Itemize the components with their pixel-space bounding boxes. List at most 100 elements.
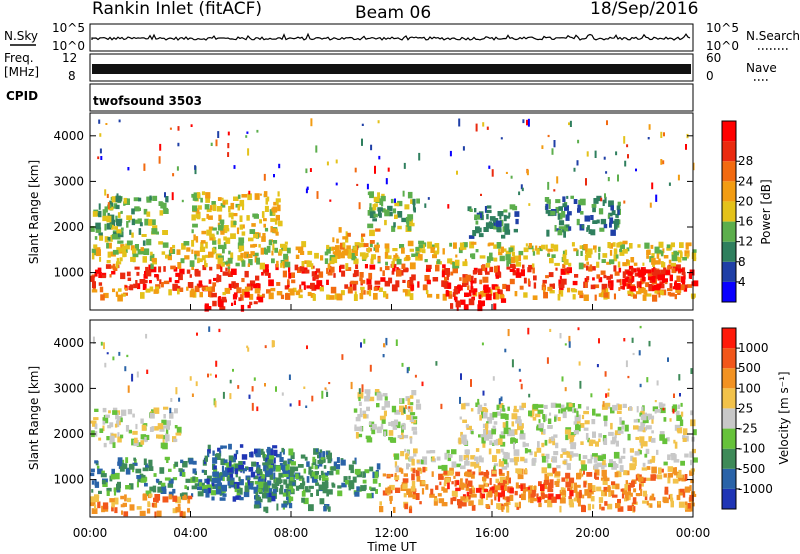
- heatmap-cell: [366, 248, 369, 253]
- heatmap-cell: [384, 209, 390, 217]
- heatmap-cell: [155, 478, 160, 482]
- heatmap-cell: [250, 251, 255, 256]
- heatmap-cell: [133, 457, 136, 461]
- heatmap-cell: [622, 447, 626, 454]
- heatmap-cell: [470, 408, 474, 412]
- heatmap-cell: [209, 306, 212, 311]
- heatmap-cell: [586, 472, 593, 477]
- heatmap-cell: [515, 218, 519, 225]
- heatmap-cell: [381, 419, 386, 424]
- heatmap-cell: [128, 464, 135, 470]
- heatmap-cell: [682, 257, 687, 261]
- heatmap-cell: [251, 386, 254, 392]
- heatmap-cell: [606, 275, 612, 280]
- heatmap-cell: [172, 283, 178, 291]
- heatmap-cell: [290, 452, 295, 460]
- heatmap-cell: [637, 244, 641, 248]
- heatmap-cell: [444, 282, 451, 289]
- heatmap-cell: [179, 287, 184, 292]
- heatmap-cell: [209, 233, 215, 238]
- heatmap-cell: [216, 264, 221, 270]
- heatmap-cell: [406, 268, 409, 272]
- heatmap-cell: [603, 438, 608, 445]
- heatmap-cell: [498, 398, 501, 405]
- heatmap-cell: [459, 242, 465, 250]
- heatmap-cell: [316, 489, 319, 496]
- heatmap-cell: [145, 490, 152, 497]
- heatmap-cell: [292, 287, 297, 292]
- heatmap-cell: [210, 205, 213, 211]
- heatmap-cell: [262, 473, 265, 480]
- heatmap-cell: [558, 409, 561, 414]
- heatmap-cell: [434, 498, 438, 502]
- heatmap-cell: [544, 473, 549, 480]
- heatmap-cell: [569, 436, 575, 441]
- heatmap-cell: [667, 265, 672, 270]
- heatmap-cell: [106, 242, 109, 249]
- heatmap-cell: [542, 283, 546, 287]
- heatmap-cell: [119, 240, 124, 244]
- heatmap-cell: [108, 410, 111, 414]
- heatmap-cell: [366, 414, 369, 419]
- heatmap-cell: [569, 490, 574, 497]
- heatmap-cell: [369, 191, 374, 199]
- heatmap-cell: [327, 271, 333, 276]
- heatmap-cell: [495, 478, 499, 483]
- heatmap-cell: [410, 284, 415, 291]
- heatmap-cell: [617, 201, 621, 206]
- heatmap-cell: [594, 248, 597, 253]
- heatmap-cell: [95, 222, 101, 230]
- heatmap-cell: [207, 451, 210, 458]
- heatmap-cell: [445, 477, 450, 484]
- heatmap-cell: [551, 254, 556, 258]
- heatmap-cell: [677, 257, 682, 263]
- heatmap-cell: [342, 236, 348, 240]
- heatmap-cell: [276, 282, 281, 286]
- heatmap-cell: [222, 292, 226, 296]
- heatmap-cell: [120, 272, 126, 280]
- heatmap-cell: [103, 442, 107, 448]
- heatmap-cell: [175, 272, 181, 277]
- heatmap-cell: [121, 293, 126, 297]
- heatmap-cell: [165, 434, 170, 442]
- heatmap-cell: [611, 210, 616, 216]
- heatmap-cell: [391, 270, 395, 275]
- heatmap-cell: [369, 240, 375, 244]
- heatmap-cell: [308, 504, 314, 512]
- heatmap-cell: [513, 442, 515, 450]
- heatmap-cell: [98, 203, 101, 210]
- heatmap-cell: [105, 123, 108, 125]
- heatmap-cell: [510, 175, 513, 179]
- heatmap-cell: [500, 431, 505, 436]
- heatmap-cell: [465, 457, 469, 463]
- heatmap-cell: [485, 293, 492, 301]
- heatmap-cell: [468, 298, 475, 306]
- heatmap-cell: [626, 144, 629, 148]
- heatmap-cell: [662, 248, 665, 253]
- heatmap-cell: [669, 283, 673, 289]
- heatmap-cell: [290, 496, 294, 502]
- heatmap-cell: [493, 244, 497, 249]
- colorbar-tick-label: 28: [738, 154, 753, 168]
- heatmap-cell: [344, 284, 349, 289]
- heatmap-cell: [212, 282, 217, 287]
- heatmap-cell: [442, 248, 445, 255]
- heatmap-cell: [310, 118, 313, 127]
- heatmap-cell: [552, 283, 555, 289]
- heatmap-cell: [569, 454, 572, 461]
- heatmap-cell: [269, 209, 275, 216]
- heatmap-cell: [598, 438, 601, 443]
- heatmap-cell: [203, 488, 209, 493]
- heatmap-cell: [134, 219, 140, 224]
- heatmap-cell: [651, 430, 654, 434]
- heatmap-cell: [412, 468, 416, 474]
- heatmap-cell: [124, 287, 128, 291]
- heatmap-cell: [369, 211, 376, 219]
- heatmap-cell: [121, 510, 123, 515]
- heatmap-cell: [492, 218, 499, 224]
- heatmap-cell: [131, 218, 136, 226]
- heatmap-cell: [663, 473, 667, 478]
- heatmap-cell: [416, 399, 420, 404]
- heatmap-cell: [584, 215, 591, 222]
- heatmap-cell: [500, 137, 503, 140]
